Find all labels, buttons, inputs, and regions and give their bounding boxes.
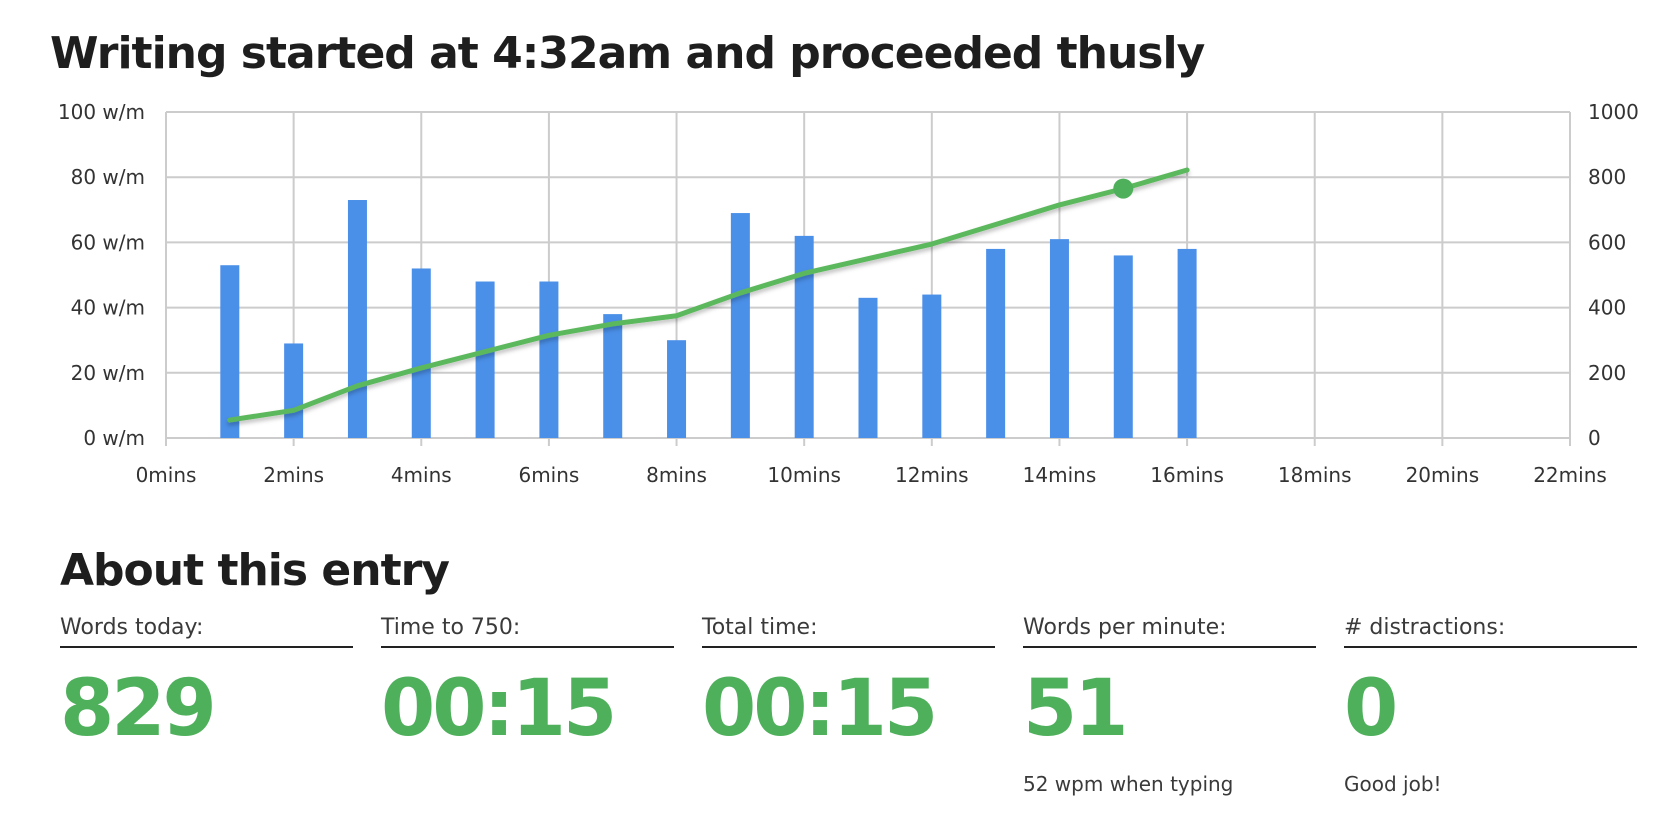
bar — [220, 265, 240, 438]
stat-note: 52 wpm when typing — [1023, 772, 1234, 796]
stat-label: Words per minute: — [1023, 615, 1316, 648]
x-tick-label: 0mins — [136, 463, 197, 487]
bar — [667, 340, 687, 438]
x-tick-label: 4mins — [391, 463, 452, 487]
writing-chart: 0 w/m 20 w/m 40 w/m 60 w/m 80 w/m 100 w/m 0 200… — [58, 100, 1639, 487]
stat-value: 0 — [1344, 664, 1398, 754]
x-tick-label: 20mins — [1406, 463, 1480, 487]
bar-series — [220, 200, 1197, 438]
x-tick-label: 12mins — [895, 463, 969, 487]
stat-label: Words today: — [60, 615, 353, 648]
y-left-tick-label: 20 w/m — [71, 361, 145, 385]
bar — [922, 294, 942, 438]
bar — [603, 314, 623, 438]
stat-value: 00:15 — [702, 664, 938, 754]
cumulative-line — [227, 167, 1190, 423]
stat-label: # distractions: — [1344, 615, 1637, 648]
bar — [858, 297, 878, 438]
bar — [475, 281, 495, 438]
y-right-tick-label: 200 — [1588, 361, 1626, 385]
stat-total-time: Total time: 00:15 — [702, 615, 995, 772]
about-title: About this entry — [60, 545, 450, 596]
x-tick-label: 6mins — [518, 463, 579, 487]
y-right-tick-label: 0 — [1588, 426, 1601, 450]
chart-title: Writing started at 4:32am and proceeded … — [50, 28, 1205, 79]
stat-words-per-minute: Words per minute: 51 52 wpm when typing — [1023, 615, 1316, 796]
bar — [730, 213, 750, 438]
bar — [284, 343, 304, 438]
y-left-tick-label: 40 w/m — [71, 296, 145, 320]
y-left-tick-label: 0 w/m — [83, 426, 145, 450]
x-tick-label: 18mins — [1278, 463, 1352, 487]
stat-words-today: Words today: 829 — [60, 615, 353, 772]
bar — [1113, 255, 1133, 438]
y-left-tick-label: 80 w/m — [71, 165, 145, 189]
y-left-tick-label: 60 w/m — [71, 230, 145, 254]
bar — [1177, 248, 1197, 438]
y-right-tick-label: 800 — [1588, 165, 1626, 189]
y-right-tick-label: 600 — [1588, 230, 1626, 254]
x-tick-label: 22mins — [1533, 463, 1607, 487]
bar — [794, 235, 814, 438]
bar — [539, 281, 559, 438]
stat-label: Time to 750: — [381, 615, 674, 648]
x-tick-label: 14mins — [1023, 463, 1097, 487]
stat-distractions: # distractions: 0 Good job! — [1344, 615, 1637, 796]
line-series — [227, 167, 1190, 423]
y-right-tick-label: 400 — [1588, 296, 1626, 320]
bar — [1049, 239, 1069, 438]
stat-time-to-750: Time to 750: 00:15 — [381, 615, 674, 772]
bar — [411, 268, 431, 438]
stat-value: 829 — [60, 664, 217, 754]
x-tick-label: 2mins — [263, 463, 324, 487]
highlight-point — [1113, 178, 1134, 199]
stat-value: 00:15 — [381, 664, 617, 754]
bar — [986, 248, 1006, 438]
x-tick-label: 8mins — [646, 463, 707, 487]
axis-ticks: 0 w/m 20 w/m 40 w/m 60 w/m 80 w/m 100 w/m 0 200… — [58, 100, 1639, 487]
bar — [347, 200, 367, 438]
stat-value: 51 — [1023, 664, 1129, 754]
stat-label: Total time: — [702, 615, 995, 648]
y-right-tick-label: 1000 — [1588, 100, 1639, 124]
y-left-tick-label: 100 w/m — [58, 100, 145, 124]
stat-note: Good job! — [1344, 772, 1442, 796]
x-tick-label: 10mins — [767, 463, 841, 487]
x-tick-label: 16mins — [1150, 463, 1224, 487]
